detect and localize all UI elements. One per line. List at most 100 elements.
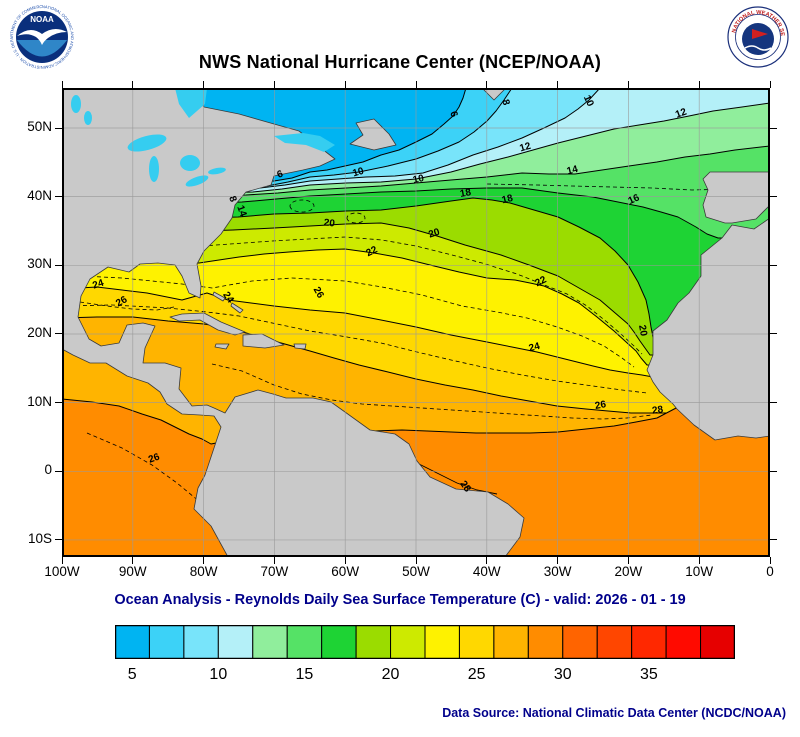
contour-label: 26: [114, 294, 130, 309]
colorbar-cell: [424, 625, 460, 659]
land-bahamas-1: [212, 291, 226, 302]
noaa-lower-hemisphere: [16, 40, 68, 57]
y-axis-tick-label: 10S: [27, 530, 52, 546]
y-axis-tick-label: 0: [44, 462, 52, 478]
colorbar-cell: [596, 625, 633, 659]
x-axis-tick-label: 70W: [260, 564, 289, 579]
noaa-gull-icon: [17, 28, 67, 45]
contour-label: 16: [627, 192, 642, 207]
contour-label: 10: [351, 166, 365, 180]
x-tick-mark-top: [627, 81, 629, 88]
contour-label: 12: [518, 141, 532, 155]
contour-label: 22: [533, 274, 548, 289]
colorbar-cell: [355, 625, 392, 659]
colorbar-cell: [700, 625, 735, 659]
contour-dashed-25: [62, 304, 648, 394]
x-tick-mark: [344, 557, 346, 564]
colorbar-tick-label: 25: [467, 666, 486, 683]
x-tick-mark: [627, 557, 629, 564]
y-tick-mark-right: [770, 127, 777, 129]
x-tick-mark-top: [415, 81, 417, 88]
colorbar-cell: [115, 625, 150, 659]
land-bahamas-2: [230, 302, 244, 314]
x-tick-mark-top: [557, 81, 559, 88]
y-tick-mark: [55, 264, 62, 266]
land-americas: [62, 88, 525, 557]
colorbar-cell: [286, 625, 323, 659]
noaa-text: NOAA: [30, 15, 54, 24]
y-axis-tick-label: 30N: [27, 256, 52, 272]
colorbar-tick-label: 35: [639, 666, 658, 683]
contour-label: 6: [447, 110, 459, 119]
colorbar-cell: [252, 625, 288, 659]
x-axis-tick-label: 20W: [614, 564, 643, 579]
x-axis-tick-label: 100W: [44, 564, 80, 579]
lake-manitoba: [84, 111, 92, 125]
colorbar-cell: [390, 625, 426, 659]
y-tick-mark: [55, 470, 62, 472]
contour-label: 20: [323, 217, 336, 229]
y-tick-mark: [55, 127, 62, 129]
water-hudson-bay: [175, 88, 207, 118]
nws-flag-icon: [752, 29, 768, 47]
y-tick-mark-right: [770, 402, 777, 404]
y-tick-mark: [55, 196, 62, 198]
x-tick-mark: [273, 557, 275, 564]
x-tick-mark: [203, 557, 205, 564]
x-tick-mark-top: [61, 81, 63, 88]
contour-label: 28: [651, 404, 664, 417]
nws-inner-ring: [735, 14, 781, 60]
colorbar-tick-label: 5: [127, 666, 137, 683]
lake-huron: [180, 155, 200, 171]
x-axis-tick-label: 80W: [189, 564, 218, 579]
nws-globe: [742, 23, 774, 55]
contour-labels: 6 10 6 8 10 10 12 12 14 16 18 18 20 20 22 22 20 24 26 24 26 2…: [91, 94, 688, 495]
x-axis-tick-label: 90W: [118, 564, 147, 579]
x-tick-mark-top: [698, 81, 700, 88]
colorbar-tick-label: 10: [209, 666, 228, 683]
y-tick-mark-right: [770, 333, 777, 335]
x-tick-mark-top: [203, 81, 205, 88]
x-tick-mark: [132, 557, 134, 564]
x-tick-mark: [486, 557, 488, 564]
y-tick-mark-right: [770, 196, 777, 198]
x-axis-tick-label: 40W: [472, 564, 501, 579]
contour-label: 10: [412, 173, 426, 186]
x-axis-tick-label: 50W: [402, 564, 430, 579]
contour-label: 14: [234, 204, 248, 219]
x-tick-mark-top: [486, 81, 488, 88]
colorbar-cell: [562, 625, 598, 659]
contour-label: 20: [427, 227, 441, 241]
colorbar-cell: [631, 625, 667, 659]
land-greenland-tip: [481, 88, 507, 101]
x-tick-mark: [557, 557, 559, 564]
x-tick-mark-top: [132, 81, 134, 88]
land-puerto-rico: [293, 343, 307, 350]
contour-label: 12: [674, 106, 689, 120]
colorbar-cell: [665, 625, 702, 659]
y-tick-mark-right: [770, 264, 777, 266]
contour-dashed-eddy-2: [346, 212, 366, 224]
y-tick-mark: [55, 402, 62, 404]
contour-label: 8: [499, 98, 511, 107]
contour-label: 26: [311, 285, 326, 301]
contour-label: 18: [501, 193, 515, 206]
contour-label: 6: [276, 168, 285, 180]
page-title: NWS National Hurricane Center (NCEP/NOAA…: [198, 52, 602, 72]
contour-label: 20: [636, 324, 649, 337]
y-tick-mark: [55, 333, 62, 335]
contour-label: 10: [581, 94, 596, 109]
contour-dashed-23: [62, 274, 635, 368]
x-tick-mark: [415, 557, 417, 564]
map-caption: Ocean Analysis - Reynolds Daily Sea Surf…: [114, 592, 686, 608]
x-tick-mark-top: [344, 81, 346, 88]
x-axis-tick-label: 0: [766, 564, 774, 579]
land-africa: [646, 217, 770, 441]
land-cuba: [169, 312, 246, 336]
x-tick-mark: [61, 557, 63, 564]
x-tick-mark-top: [273, 81, 275, 88]
lake-erie: [185, 175, 209, 187]
contour-dashed-gulf-26: [79, 301, 175, 311]
land-newfoundland: [349, 118, 397, 151]
